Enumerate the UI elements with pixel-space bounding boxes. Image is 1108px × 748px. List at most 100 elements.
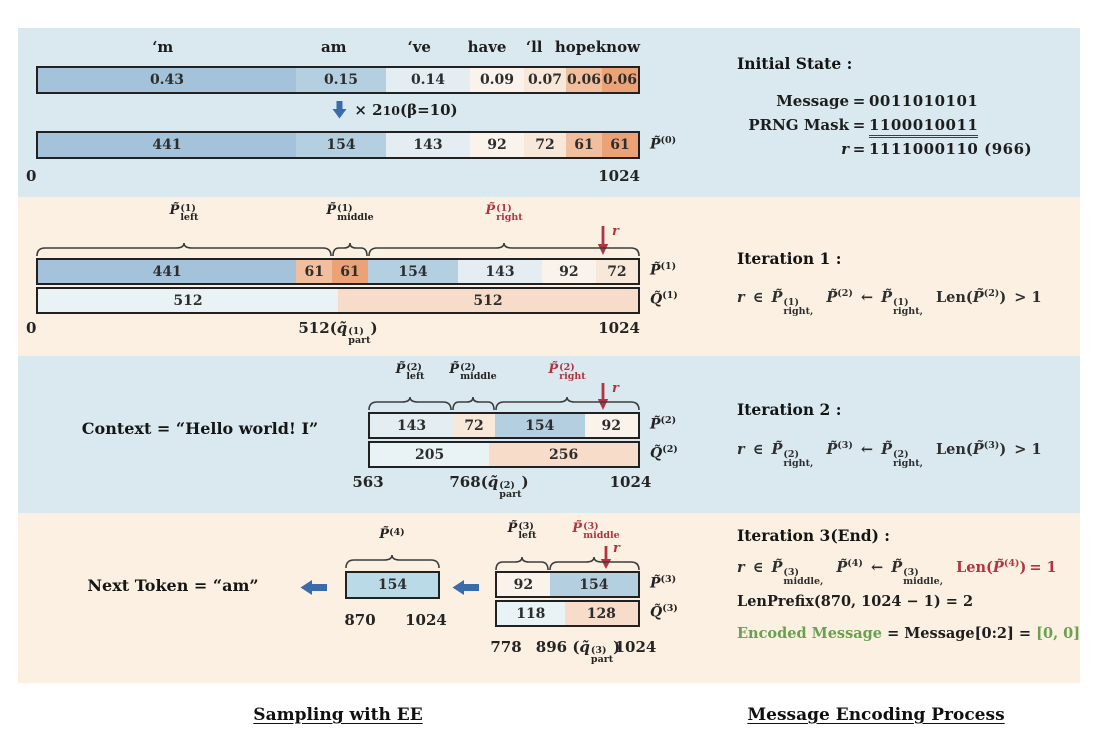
axis-label: 778 xyxy=(490,638,522,656)
prng-mask-value: 1100010011 xyxy=(869,116,1032,138)
r-pointer-label: r xyxy=(612,381,619,396)
iteration3-title: Iteration 3(End) : xyxy=(737,526,891,545)
axis-label: 1024 xyxy=(598,167,640,185)
bar-segment: 143 xyxy=(386,133,470,157)
p1-middle-label: P̃ (1) middle xyxy=(326,203,374,223)
r-value: 1111000110 (966) xyxy=(869,140,1033,158)
equals-sign: = xyxy=(852,140,866,158)
p1-left-label: P̃ (1) left xyxy=(169,203,199,223)
p3-left-label: P̃ (3) left xyxy=(507,521,537,541)
axis-label: 1024 xyxy=(609,473,652,491)
p3-middle-label: P̃ (3) middle xyxy=(572,521,620,541)
iteration2-title: Iteration 2 : xyxy=(737,400,842,419)
bar-segment: 0.43 xyxy=(38,68,296,92)
bar-segment: 72 xyxy=(453,414,495,437)
prng-mask-label: PRNG Mask xyxy=(748,116,849,134)
left-arrow-icon xyxy=(300,579,328,596)
p1-bar: 441 61 61 154 143 92 72 xyxy=(36,258,640,285)
caption-sampling: Sampling with EE xyxy=(253,705,423,725)
p2-middle-label: P̃ (2) middle xyxy=(449,362,497,382)
iteration1-title: Iteration 1 : xyxy=(737,249,842,268)
bar-segment: 0.06 xyxy=(566,68,602,92)
q3-bar: 118 128 xyxy=(495,600,640,627)
bar-segment: 154 xyxy=(549,573,638,596)
p0-label: P̃(0) xyxy=(650,135,677,153)
bar-segment: 154 xyxy=(347,573,438,597)
token-label: ‘ve xyxy=(407,38,431,56)
iteration2-formula: r ∈ P̃ (2) right, P̃(3) ← P̃ (2) right, Len(… xyxy=(737,440,1042,469)
bar-segment: 61 xyxy=(296,260,333,283)
equals-sign: = xyxy=(852,92,866,110)
bar-segment: 0.15 xyxy=(296,68,386,92)
token-label: have xyxy=(467,38,507,56)
count-bar-p0: 441 154 143 92 72 61 61 xyxy=(36,131,640,159)
context-label: Context = “Hello world! I” xyxy=(81,419,319,438)
axis-label: 563 xyxy=(352,473,384,491)
q1-bar: 512 512 xyxy=(36,287,640,314)
lenprefix-line: LenPrefix(870, 1024 − 1) = 2 xyxy=(737,593,974,610)
equals-sign: = xyxy=(852,116,866,134)
len-equals-one: Len(P̃(4)) = 1 xyxy=(956,558,1057,576)
axis-label-qpart: 896 (q̃ (3) part) xyxy=(535,638,621,665)
brace-p1-middle xyxy=(332,242,368,258)
token-label: am xyxy=(320,38,347,56)
token-label: ‘ll xyxy=(525,38,543,56)
p2-bar-label: P̃(2) xyxy=(650,415,677,433)
bar-segment: 441 xyxy=(38,260,297,283)
bar-segment: 92 xyxy=(470,133,524,157)
bar-segment: 512 xyxy=(38,289,338,312)
bar-segment: 72 xyxy=(524,133,566,157)
p3-bar-label: P̃(3) xyxy=(650,574,677,592)
iteration3-formula: r ∈ P̃ (3) middle, P̃(4) ← P̃ (3) middle, Le… xyxy=(737,558,1057,587)
bar-segment: 72 xyxy=(595,260,639,283)
token-labels-row: ‘m am ‘ve have ‘ll hope know xyxy=(36,36,640,58)
brace-p2-left xyxy=(368,396,452,412)
left-arrow-icon xyxy=(452,579,480,596)
caption-encoding: Message Encoding Process xyxy=(747,705,1005,725)
token-label: know xyxy=(595,38,640,56)
bar-segment: 0.06 xyxy=(602,68,638,92)
brace-p2-right xyxy=(495,396,640,412)
section-initial-state-bg xyxy=(18,28,1080,197)
p2-right-label: P̃ (2) right xyxy=(548,362,586,382)
brace-p3-middle xyxy=(549,556,640,572)
bar-segment: 143 xyxy=(370,414,454,437)
bar-segment: 0.07 xyxy=(524,68,566,92)
down-arrow-icon xyxy=(332,101,347,119)
p4-label: P̃ (4) xyxy=(379,527,405,542)
q2-bar-label: Q̃(2) xyxy=(650,444,678,462)
axis-label: 0 xyxy=(26,319,37,337)
bar-segment: 61 xyxy=(602,133,638,157)
q1-bar-label: Q̃(1) xyxy=(650,290,678,308)
axis-label-qpart: 768(q̃ (2) part) xyxy=(449,473,529,500)
brace-p1-left xyxy=(36,242,332,258)
axis-label-qpart: 512(q̃ (1) part) xyxy=(298,319,378,346)
brace-p1-right xyxy=(368,242,640,258)
bar-segment: 128 xyxy=(564,602,638,625)
p1-bar-label: P̃(1) xyxy=(650,261,677,279)
p1-right-label: P̃ (1) right xyxy=(485,203,523,223)
axis-label: 1024 xyxy=(598,319,640,337)
bar-segment: 154 xyxy=(367,260,459,283)
bar-segment: 143 xyxy=(458,260,542,283)
bar-segment: 154 xyxy=(296,133,386,157)
brace-p3-left xyxy=(495,556,549,572)
p4-box: 154 xyxy=(345,571,440,599)
bar-segment: 61 xyxy=(332,260,368,283)
initial-state-table: Message = 0011010101 PRNG Mask = 1100010… xyxy=(737,92,1032,158)
axis-label: 1024 xyxy=(614,638,657,656)
next-token-label: Next Token = “am” xyxy=(87,576,259,595)
bar-segment: 205 xyxy=(370,443,490,466)
bar-segment: 92 xyxy=(584,414,638,437)
r-pointer-label: r xyxy=(612,224,619,239)
section-iteration3-bg xyxy=(18,513,1080,683)
brace-p4 xyxy=(345,554,440,570)
q3-bar-label: Q̃(3) xyxy=(650,603,678,621)
bar-segment: 0.09 xyxy=(470,68,524,92)
scale-exponent: 10 xyxy=(382,102,401,118)
bar-segment: 512 xyxy=(338,289,638,312)
q2-bar: 205 256 xyxy=(368,441,640,468)
brace-p2-middle xyxy=(452,396,495,412)
bar-segment: 61 xyxy=(566,133,602,157)
